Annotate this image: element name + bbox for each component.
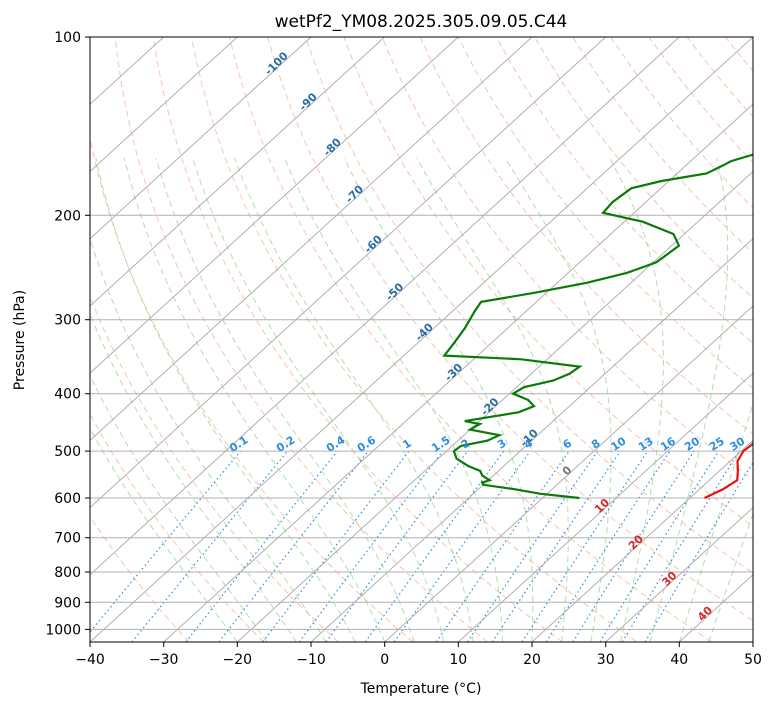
- chart-title: wetPf2_YM08.2025.305.09.05.C44: [275, 12, 568, 32]
- dry-adiabat: [305, 37, 753, 574]
- dry-adiabat: [152, 37, 563, 642]
- mixing-ratio-line: [599, 450, 720, 642]
- isotherm-line: [90, 37, 680, 576]
- plot-frame: [89, 36, 754, 643]
- moist-adiabat: [504, 157, 612, 642]
- dry-adiabat: [267, 37, 753, 622]
- y-tick-label: 400: [54, 387, 81, 403]
- dry-adiabat: [190, 37, 638, 642]
- moist-adiabat: [283, 157, 503, 642]
- dry-adiabat: [534, 37, 753, 299]
- x-tick-label: −30: [149, 652, 179, 668]
- y-tick-label: 600: [54, 491, 81, 507]
- dry-adiabat: [114, 37, 488, 642]
- y-axis: 100 200 300 400 500 600 700 800 900 1000: [45, 30, 90, 638]
- moist-adiabat: [90, 236, 327, 642]
- mixing-ratio-line: [491, 450, 621, 642]
- moist-adiabat: [90, 312, 297, 642]
- dry-adiabat: [90, 295, 339, 642]
- x-tick-label: 20: [523, 652, 541, 668]
- isobar-grid: [90, 37, 753, 630]
- isotherm-line: [531, 439, 753, 642]
- x-tick-label: −40: [75, 652, 105, 668]
- dewpoint-line: [442, 153, 753, 500]
- isotherm-grid: [90, 37, 753, 642]
- mixing-ratio-line: [185, 450, 339, 642]
- dry-adiabat: [419, 37, 753, 435]
- mixing-ratio-line: [393, 450, 531, 642]
- y-tick-label: 100: [54, 30, 81, 46]
- x-tick-label: 40: [670, 652, 688, 668]
- x-axis: −40 −30 −20 −10 0 10 20 30 40 50: [75, 642, 762, 668]
- x-tick-label: 50: [744, 652, 762, 668]
- y-tick-label: 900: [54, 595, 81, 611]
- y-axis-label: Pressure (hPa): [12, 290, 28, 390]
- mixing-ratio-label: 36: [748, 434, 768, 453]
- temperature-line: [704, 442, 753, 499]
- isotherm-line: [310, 237, 753, 642]
- mixing-ratio-lines: [90, 450, 753, 642]
- isotherm-line: [90, 37, 386, 307]
- isotherm-line: [457, 372, 753, 642]
- isotherm-line: [90, 37, 533, 442]
- x-axis-label: Temperature (°C): [360, 681, 482, 697]
- x-tick-label: 10: [449, 652, 467, 668]
- isotherm-line: [90, 37, 459, 374]
- isotherm-line: [90, 37, 312, 240]
- isotherm-line: [163, 103, 753, 642]
- mixing-ratio-line: [521, 450, 649, 642]
- dry-adiabat: [495, 37, 753, 344]
- isotherm-line: [236, 170, 753, 642]
- y-tick-label: 1000: [45, 622, 81, 638]
- x-tick-label: 0: [380, 652, 389, 668]
- moist-adiabat: [234, 157, 474, 642]
- isotherm-line: [90, 37, 238, 173]
- mixing-ratio-line: [435, 450, 570, 642]
- y-tick-label: 500: [54, 444, 81, 460]
- mixing-ratio-line: [262, 450, 410, 642]
- dry-adiabat: [90, 515, 190, 642]
- dry-adiabat: [457, 37, 753, 389]
- isotherm-line: [605, 506, 753, 642]
- y-tick-label: 700: [54, 531, 81, 547]
- dry-adiabat: [381, 37, 753, 481]
- moist-adiabat: [90, 374, 268, 642]
- mixing-ratio-line: [466, 450, 599, 642]
- mixing-ratio-line: [545, 450, 671, 642]
- y-tick-label: 200: [54, 208, 81, 224]
- x-tick-label: 30: [597, 652, 615, 668]
- y-tick-label: 800: [54, 565, 81, 581]
- dry-adiabat: [229, 37, 712, 642]
- isotherm-line: [90, 37, 607, 509]
- moist-adiabat: [416, 157, 569, 642]
- mixing-ratio-line: [621, 450, 740, 642]
- x-tick-label: −10: [296, 652, 326, 668]
- dry-adiabat: [343, 37, 753, 527]
- mixing-ratio-line: [572, 450, 695, 642]
- isotherm-line: [90, 37, 753, 642]
- x-tick-label: −20: [223, 652, 253, 668]
- moist-adiabat: [343, 157, 534, 642]
- y-tick-label: 300: [54, 313, 81, 329]
- dry-adiabat: [90, 412, 264, 642]
- isotherm-line: [384, 305, 753, 642]
